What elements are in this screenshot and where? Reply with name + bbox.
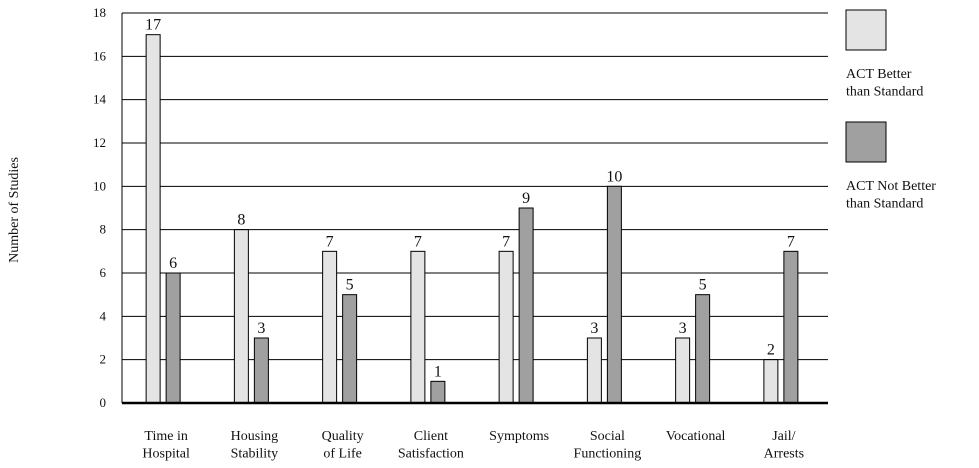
bar [253,337,269,404]
value-label: 3 [679,320,687,337]
x-tick-label: Client Satisfaction [398,429,464,462]
y-tick-label: 2 [100,352,107,367]
bar [675,337,691,404]
bar [518,207,534,404]
y-tick-label: 16 [93,48,107,63]
bar [233,229,249,404]
y-tick-label: 10 [93,178,106,193]
bar [322,250,338,404]
legend-label: ACT Better than Standard [846,67,923,100]
y-tick-label: 12 [93,135,106,150]
x-tick-label: Housing Stability [231,429,278,462]
bar [763,359,779,404]
value-label: 8 [237,212,245,229]
value-label: 9 [522,190,530,207]
bar [145,34,161,404]
y-tick-label: 6 [100,265,107,280]
y-tick-label: 4 [100,308,107,323]
bar [606,185,622,404]
bar [342,294,358,404]
value-label: 6 [169,255,177,272]
value-label: 3 [590,320,598,337]
value-label: 5 [699,277,707,294]
bar [410,250,426,404]
x-tick-label: Time in Hospital [142,429,190,462]
x-tick-label: Vocational [666,429,726,444]
y-tick-label: 8 [100,222,107,237]
value-label: 7 [502,233,510,250]
value-label: 7 [326,233,334,250]
y-tick-label: 14 [93,92,107,107]
value-label: 2 [767,342,775,359]
bar [498,250,514,404]
y-tick-label: 0 [100,395,107,410]
value-label: 5 [346,277,354,294]
value-label: 3 [257,320,265,337]
value-label: 1 [434,363,442,380]
value-label: 7 [787,233,795,250]
value-label: 17 [145,17,161,34]
value-label: 7 [414,233,422,250]
legend-label: ACT Not Better than Standard [846,179,936,212]
y-tick-label: 18 [93,5,106,20]
legend-swatch [845,9,887,51]
bar [430,380,446,404]
bar [783,250,799,404]
bar [165,272,181,404]
bar [586,337,602,404]
x-tick-label: Quality of Life [322,429,364,462]
y-axis-label: Number of Studies [7,157,22,263]
value-label: 10 [606,168,622,185]
x-tick-label: Symptoms [489,429,549,444]
bar [695,294,711,404]
legend-swatch [845,121,887,163]
x-tick-label: Jail/Arrests [764,429,804,462]
x-tick-label: Social Functioning [574,429,642,462]
